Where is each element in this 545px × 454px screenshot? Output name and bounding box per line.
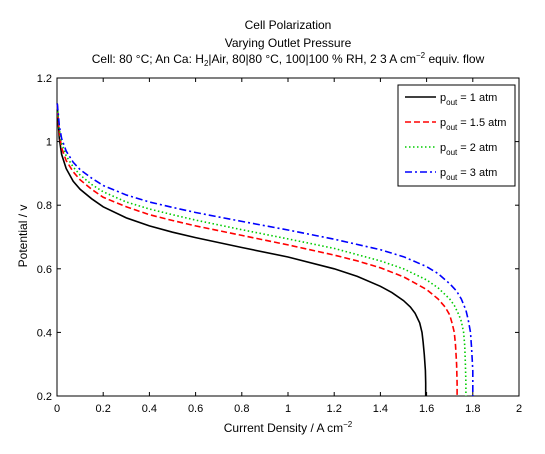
legend-label-1: pout = 1 atm: [440, 92, 497, 107]
y-tick-label: 0.8: [37, 200, 52, 212]
y-tick-label: 0.2: [37, 391, 52, 403]
y-tick-label: 0.6: [37, 264, 52, 276]
y-tick-label: 1.2: [37, 73, 52, 85]
x-tick-label: 0.2: [96, 403, 111, 415]
chart-title-line1: Cell Polarization: [245, 18, 332, 32]
x-tick-label: 1.2: [327, 403, 342, 415]
chart-title-line2: Varying Outlet Pressure: [225, 36, 352, 50]
x-tick-label: 1: [285, 403, 291, 415]
legend-label-3: pout = 2 atm: [440, 142, 497, 157]
legend-label-2: pout = 1.5 atm: [440, 117, 506, 132]
x-tick-label: 0.4: [142, 403, 157, 415]
x-tick-label: 0.6: [188, 403, 203, 415]
series-line-3: [56, 103, 467, 396]
series-line-2: [56, 103, 458, 396]
series-line-4: [56, 103, 474, 396]
y-axis-label: Potential / v: [16, 205, 30, 268]
x-tick-label: 0: [54, 403, 60, 415]
y-tick-label: 0.4: [37, 327, 52, 339]
x-axis-label: Current Density / A cm−2: [224, 420, 353, 435]
series-line-1: [56, 103, 427, 396]
y-tick-label: 1: [46, 137, 52, 149]
x-tick-label: 1.8: [465, 403, 480, 415]
x-tick-label: 1.4: [373, 403, 388, 415]
x-tick-label: 0.8: [234, 403, 249, 415]
chart-subtitle: Cell: 80 °C; An Ca: H2|Air, 80|80 °C, 10…: [92, 51, 485, 68]
legend-box: [397, 84, 516, 187]
x-tick-label: 2: [516, 403, 522, 415]
legend-label-4: pout = 3 atm: [440, 167, 497, 182]
x-tick-label: 1.6: [419, 403, 434, 415]
legend: pout = 1 atm pout = 1.5 atm pout = 2 atm po…: [397, 84, 516, 187]
